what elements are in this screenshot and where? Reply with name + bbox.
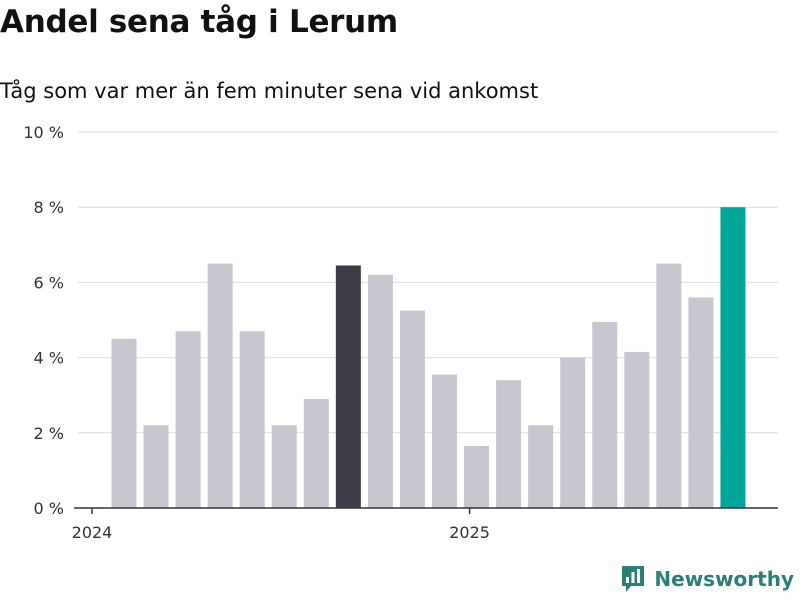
y-tick-label: 10 % bbox=[23, 123, 64, 142]
bar-2024-10 bbox=[399, 310, 425, 508]
bar-2024-03 bbox=[175, 331, 201, 508]
bar-2024-01 bbox=[111, 338, 137, 508]
bar-2024-04 bbox=[207, 263, 233, 508]
bar-2025-07 bbox=[688, 297, 714, 508]
brand-name: Newsworthy bbox=[654, 567, 794, 591]
bar-2024-12 bbox=[464, 445, 490, 508]
bar-2025-01 bbox=[496, 380, 522, 508]
chart-subtitle: Tåg som var mer än fem minuter sena vid … bbox=[0, 79, 539, 103]
bar-2025-05 bbox=[624, 351, 650, 508]
y-tick-label: 0 % bbox=[34, 499, 64, 518]
y-tick-label: 2 % bbox=[34, 424, 64, 443]
bar-2025-06 bbox=[656, 263, 682, 508]
bar-2024-06 bbox=[271, 425, 297, 508]
x-tick-label: 2024 bbox=[72, 523, 113, 542]
brand-logo: Newsworthy bbox=[620, 564, 794, 594]
bar-2025-08 bbox=[720, 207, 746, 508]
x-tick-label: 2025 bbox=[449, 523, 490, 542]
bar-2024-07 bbox=[303, 398, 329, 508]
y-tick-label: 6 % bbox=[34, 273, 64, 292]
bar-2024-08 bbox=[335, 265, 361, 508]
bar-2024-02 bbox=[143, 425, 169, 508]
bar-2025-02 bbox=[528, 425, 554, 508]
chart-title: Andel sena tåg i Lerum bbox=[0, 4, 398, 40]
y-tick-label: 8 % bbox=[34, 198, 64, 217]
bar-2025-04 bbox=[592, 321, 618, 508]
bar-2024-09 bbox=[367, 274, 393, 508]
bar-2025-03 bbox=[560, 357, 586, 508]
y-tick-label: 4 % bbox=[34, 349, 64, 368]
bar-2024-05 bbox=[239, 331, 265, 508]
bar-2024-11 bbox=[432, 374, 457, 508]
newsworthy-logo-icon bbox=[622, 566, 645, 592]
